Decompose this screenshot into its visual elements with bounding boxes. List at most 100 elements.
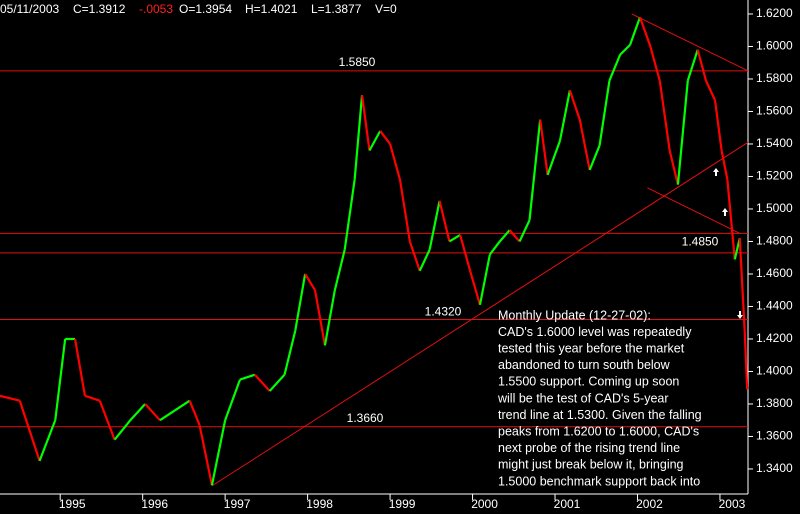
y-tick-label: 1.5200 bbox=[756, 169, 793, 183]
y-tick-label: 1.5400 bbox=[756, 136, 793, 150]
x-tick-label: 1999 bbox=[389, 497, 416, 511]
annotation-line: CAD's 1.6000 level was repeatedly bbox=[498, 325, 692, 339]
level-label: 1.4320 bbox=[425, 305, 462, 319]
header: 05/11/2003 C=1.3912 -.0053 O=1.3954 H=1.… bbox=[0, 2, 397, 16]
price-segment bbox=[598, 80, 611, 146]
x-tick-label: 2003 bbox=[719, 497, 746, 511]
price-segment bbox=[353, 95, 364, 180]
price-segment bbox=[254, 373, 271, 392]
x-tick-label: 2000 bbox=[471, 497, 498, 511]
price-segment bbox=[408, 241, 421, 272]
price-segment bbox=[323, 290, 336, 346]
price-segment bbox=[0, 394, 21, 402]
price-segment bbox=[438, 200, 451, 242]
price-segment bbox=[54, 338, 67, 421]
annotation-line: next probe of the rising trend line bbox=[498, 441, 680, 455]
price-segment bbox=[676, 80, 689, 185]
y-tick-label: 1.4000 bbox=[756, 364, 793, 378]
annotation-line: will be the test of CAD's 5-year bbox=[497, 391, 669, 405]
price-segment bbox=[743, 330, 749, 390]
price-segment bbox=[518, 219, 531, 242]
price-segment bbox=[704, 80, 717, 101]
price-segment bbox=[38, 419, 57, 462]
header-volume: V=0 bbox=[375, 2, 397, 16]
price-segment bbox=[428, 200, 441, 250]
price-segment bbox=[379, 130, 391, 145]
price-segment bbox=[389, 143, 402, 181]
y-tick-label: 1.4800 bbox=[756, 234, 793, 248]
annotation-line: trend line at 1.5300. Given the falling bbox=[498, 408, 702, 422]
price-segment bbox=[469, 270, 482, 306]
price-segment bbox=[198, 424, 214, 486]
header-open: O=1.3954 bbox=[179, 2, 232, 16]
arrows bbox=[713, 168, 743, 319]
trend-line bbox=[631, 13, 749, 72]
y-tick-label: 1.5000 bbox=[756, 201, 793, 215]
price-segment bbox=[448, 234, 461, 243]
price-segment bbox=[174, 399, 191, 412]
x-tick-label: 1997 bbox=[224, 497, 251, 511]
price-segment bbox=[568, 89, 581, 120]
y-tick-label: 1.4600 bbox=[756, 266, 793, 280]
y-tick-label: 1.5600 bbox=[756, 104, 793, 118]
price-segment bbox=[638, 16, 651, 46]
trend-line bbox=[211, 141, 749, 487]
header-close: C=1.3912 bbox=[73, 2, 126, 16]
price-segment bbox=[488, 240, 501, 256]
arrow-down bbox=[737, 311, 743, 319]
price-segment bbox=[738, 238, 746, 331]
trend-line bbox=[647, 187, 740, 234]
price-segment bbox=[619, 44, 631, 56]
price-segment bbox=[539, 119, 549, 175]
header-change: -.0053 bbox=[139, 2, 173, 16]
price-segment bbox=[720, 150, 729, 180]
price-segment bbox=[546, 140, 562, 176]
price-segment bbox=[558, 90, 571, 141]
annotation-line: tested this year before the market bbox=[498, 341, 685, 355]
annotation-line: might just break below it, bringing bbox=[498, 458, 684, 472]
price-segment bbox=[608, 54, 622, 82]
price-segment bbox=[210, 420, 227, 486]
price-segment bbox=[668, 150, 679, 185]
y-tick-label: 1.6000 bbox=[756, 39, 793, 53]
price-segment bbox=[508, 229, 521, 243]
price-segment bbox=[159, 409, 176, 422]
arrow-up bbox=[722, 208, 728, 216]
price-segment bbox=[343, 179, 356, 250]
header-low: L=1.3877 bbox=[311, 2, 362, 16]
level-label: 1.4850 bbox=[682, 235, 719, 249]
price-segment bbox=[144, 403, 161, 421]
annotation-line: 1.5000 benchmark support back into bbox=[498, 474, 700, 488]
x-tick-label: 2001 bbox=[554, 497, 581, 511]
price-segment bbox=[648, 44, 661, 81]
price-segment bbox=[84, 394, 101, 402]
y-tick-label: 1.6200 bbox=[756, 6, 793, 20]
annotation-line: peaks from 1.6200 to 1.6000, CAD's bbox=[498, 424, 699, 438]
price-segment bbox=[588, 145, 601, 171]
price-segment bbox=[113, 419, 132, 441]
price-segment bbox=[713, 99, 723, 151]
arrow-up bbox=[713, 168, 719, 176]
price-segment bbox=[368, 130, 382, 152]
header-high: H=1.4021 bbox=[245, 2, 298, 16]
price-segment bbox=[239, 373, 256, 381]
price-segment bbox=[658, 80, 671, 151]
y-tick-label: 1.3800 bbox=[756, 396, 793, 410]
price-segment bbox=[696, 49, 708, 81]
level-label: 1.5850 bbox=[339, 55, 376, 69]
price-segment bbox=[98, 400, 116, 441]
price-segment bbox=[333, 249, 346, 291]
x-tick-label: 1996 bbox=[141, 497, 168, 511]
price-segment bbox=[459, 234, 472, 272]
y-tick-label: 1.4200 bbox=[756, 331, 793, 345]
x-tick-label: 1998 bbox=[306, 497, 333, 511]
header-date: 05/11/2003 bbox=[0, 2, 59, 16]
price-segment bbox=[528, 119, 542, 221]
price-segment bbox=[294, 273, 307, 332]
price-segment bbox=[283, 330, 297, 375]
annotation-line: Monthly Update (12-27-02): bbox=[498, 308, 651, 322]
y-tick-label: 1.3600 bbox=[756, 429, 793, 443]
